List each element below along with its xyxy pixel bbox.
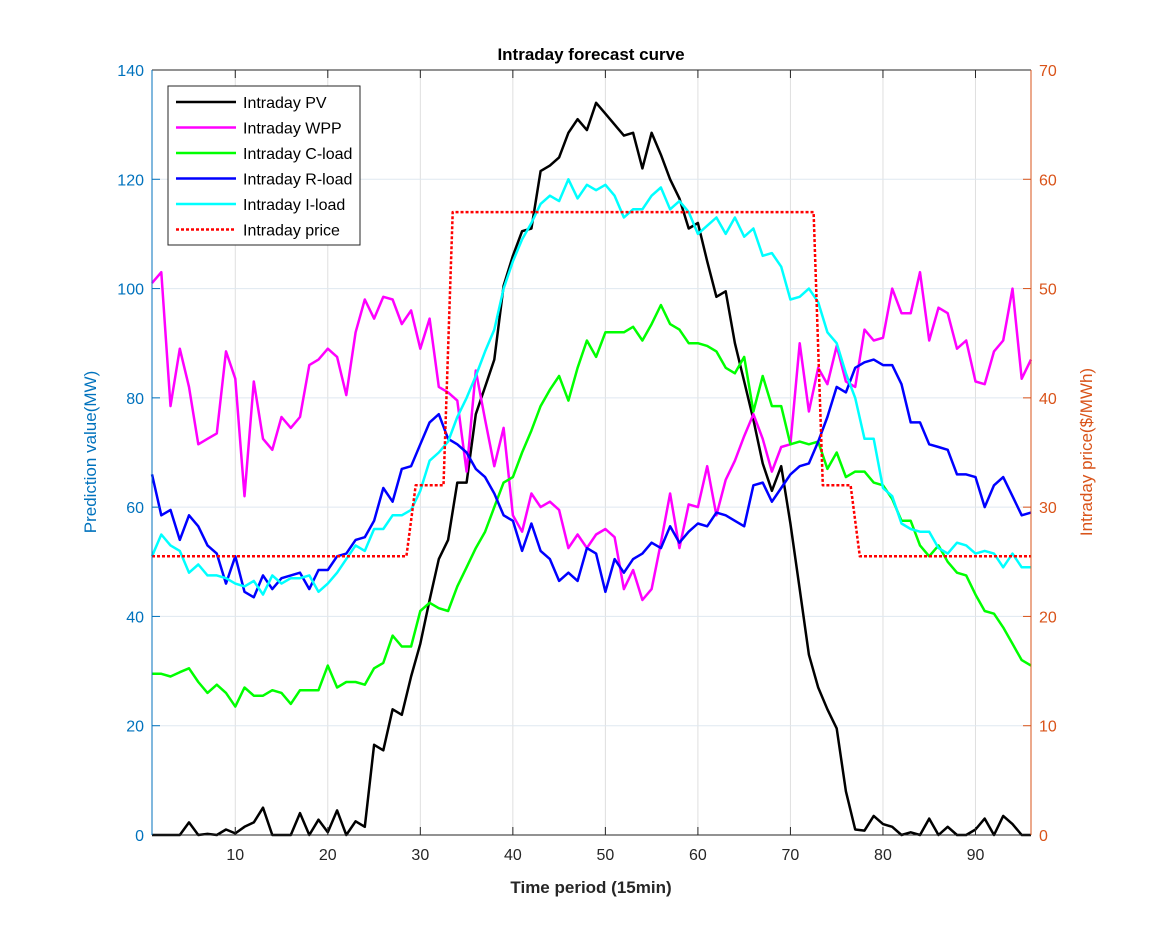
y2-tick-label: 20 [1039, 609, 1057, 626]
y2-tick-label: 70 [1039, 63, 1057, 80]
legend-label: Intraday I-load [243, 197, 345, 214]
y-tick-label: 80 [126, 391, 144, 408]
y2-axis-label: Intraday price($/MWh) [1077, 368, 1096, 536]
y2-tick-label: 60 [1039, 172, 1057, 189]
y-tick-label: 40 [126, 609, 144, 626]
y-tick-label: 120 [117, 172, 144, 189]
x-tick-label: 90 [967, 847, 985, 864]
legend-label: Intraday WPP [243, 121, 342, 138]
y2-tick-label: 10 [1039, 719, 1057, 736]
chart-title: Intraday forecast curve [497, 45, 684, 64]
legend-label: Intraday C-load [243, 146, 352, 163]
legend-box [167, 85, 361, 246]
y-tick-label: 20 [126, 719, 144, 736]
y-axis-label: Prediction value(MW) [81, 371, 100, 534]
x-tick-label: 80 [874, 847, 892, 864]
x-tick-label: 70 [782, 847, 800, 864]
x-tick-label: 30 [411, 847, 429, 864]
series-line-intraday-price [152, 210, 1031, 558]
x-axis-label: Time period (15min) [510, 878, 671, 897]
axes: 10 20 30 40 50 60 70 80 90 0 20 40 60 80 100 120 140 0 10 2… [117, 63, 1057, 864]
legend-label: Intraday R-load [243, 172, 352, 189]
series-line-intraday-r-load [150, 358, 1032, 599]
y2-tick-label: 40 [1039, 391, 1057, 408]
x-tick-label: 60 [689, 847, 707, 864]
y-tick-label: 140 [117, 63, 144, 80]
x-tick-label: 50 [596, 847, 614, 864]
y2-tick-label: 0 [1039, 828, 1048, 845]
x-tick-label: 10 [226, 847, 244, 864]
y-tick-label: 60 [126, 500, 144, 517]
x-tick-label: 40 [504, 847, 522, 864]
y2-tick-label: 50 [1039, 282, 1057, 299]
y-tick-label: 100 [117, 282, 144, 299]
legend-label: Intraday price [243, 223, 340, 240]
legend-label: Intraday PV [243, 95, 327, 112]
series-line-intraday-c-load [152, 303, 1032, 708]
series-line-intraday-wpp [151, 270, 1033, 602]
legend: Intraday PV Intraday WPP Intraday C-load In… [167, 85, 361, 246]
y-tick-label: 0 [135, 828, 144, 845]
y2-tick-label: 30 [1039, 500, 1057, 517]
x-tick-label: 20 [319, 847, 337, 864]
series-line-intraday-pv [152, 101, 1031, 837]
series-lines [150, 101, 1033, 837]
series-line-intraday-i-load [150, 178, 1031, 596]
